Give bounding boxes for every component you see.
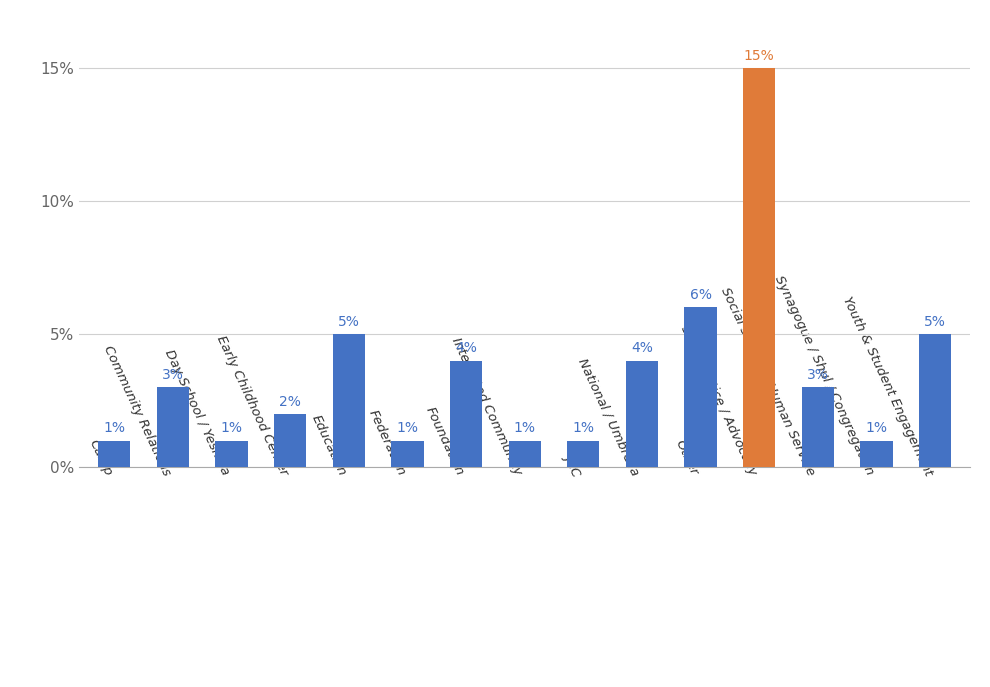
Bar (450, 361, 482, 467)
Bar (216, 440, 248, 467)
Text: 5%: 5% (338, 315, 359, 328)
Bar (333, 334, 365, 467)
Text: 5%: 5% (924, 315, 946, 328)
Text: 3%: 3% (162, 368, 184, 382)
Text: 6%: 6% (690, 288, 712, 302)
Bar (156, 387, 189, 467)
Text: 15%: 15% (743, 49, 774, 63)
Bar (919, 334, 951, 467)
Bar (860, 440, 893, 467)
Text: 3%: 3% (807, 368, 829, 382)
Text: 1%: 1% (514, 421, 536, 436)
Bar (802, 387, 834, 467)
Text: 1%: 1% (572, 421, 594, 436)
Text: 1%: 1% (221, 421, 243, 436)
Text: 1%: 1% (396, 421, 419, 436)
Text: 4%: 4% (455, 341, 477, 355)
Bar (274, 414, 306, 467)
Text: 2%: 2% (279, 394, 301, 409)
Bar (743, 68, 775, 467)
Text: 4%: 4% (631, 341, 652, 355)
Text: 1%: 1% (865, 421, 887, 436)
Bar (509, 440, 541, 467)
Bar (391, 440, 424, 467)
Bar (684, 308, 717, 467)
Bar (98, 440, 131, 467)
Bar (567, 440, 599, 467)
Text: 1%: 1% (103, 421, 126, 436)
Bar (626, 361, 658, 467)
